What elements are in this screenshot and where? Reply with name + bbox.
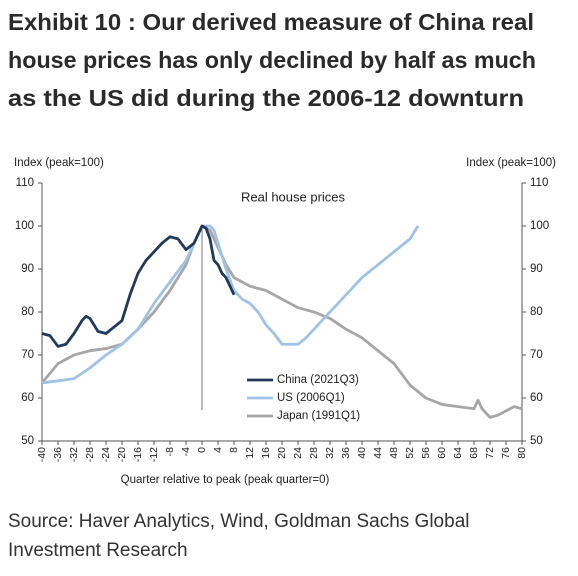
- annotation: Real house prices: [241, 189, 346, 204]
- legend-label: Japan (1991Q1): [277, 410, 360, 422]
- x-tick-label: 36: [340, 447, 352, 459]
- y-tick-label: 60: [21, 392, 34, 404]
- y2-tick-label: 60: [530, 392, 543, 404]
- x-tick-label: 52: [404, 447, 416, 459]
- x-tick-label: 28: [308, 447, 320, 459]
- x-tick-label: -20: [116, 447, 128, 462]
- x-tick-label: 0: [196, 447, 208, 453]
- chart-title: house prices has only declined by half a…: [8, 47, 536, 73]
- y-tick-label: 50: [21, 435, 34, 447]
- x-tick-label: 68: [468, 447, 480, 459]
- x-tick-label: 64: [452, 447, 464, 459]
- y-tick-label: 100: [15, 220, 34, 232]
- x-tick-label: 12: [244, 447, 256, 459]
- y2-tick-label: 50: [530, 435, 543, 447]
- y-tick-label: 70: [21, 349, 34, 361]
- y2-tick-label: 110: [530, 177, 548, 189]
- x-tick-label: 56: [420, 447, 432, 459]
- y-tick-label: 110: [16, 177, 34, 189]
- x-tick-label: -4: [180, 447, 192, 456]
- source: Source: Haver Analytics, Wind, Goldman S…: [8, 511, 469, 532]
- x-tick-label: -12: [148, 447, 160, 462]
- y2-tick-label: 80: [530, 306, 543, 318]
- x-tick-label: 80: [516, 447, 528, 459]
- x-tick-label: -8: [164, 447, 176, 456]
- chart-title: Exhibit 10 : Our derived measure of Chin…: [8, 9, 534, 35]
- x-tick-label: 20: [276, 447, 288, 459]
- x-tick-label: 24: [292, 447, 304, 459]
- y2-tick-label: 70: [530, 349, 543, 361]
- x-tick-label: -28: [84, 447, 96, 462]
- x-tick-label: 16: [260, 447, 272, 459]
- x-tick-label: 76: [500, 447, 512, 459]
- legend-label: US (2006Q1): [277, 392, 345, 404]
- x-tick-label: 32: [324, 447, 336, 459]
- x-tick-label: 8: [228, 447, 240, 453]
- y2-tick-label: 90: [530, 263, 543, 275]
- y-axis-label: Index (peak=100): [14, 157, 104, 169]
- series-line: [41, 224, 236, 348]
- y2-axis-label: Index (peak=100): [466, 157, 556, 169]
- x-tick-label: 40: [356, 447, 368, 459]
- x-tick-label: 4: [212, 447, 224, 453]
- y2-tick-label: 100: [530, 220, 549, 232]
- series-line: [40, 224, 523, 419]
- x-tick-label: -40: [36, 447, 48, 462]
- y-tick-label: 80: [21, 306, 34, 318]
- legend-label: China (2021Q3): [277, 374, 359, 386]
- x-tick-label: -36: [52, 447, 64, 462]
- x-axis-label: Quarter relative to peak (peak quarter=0…: [121, 474, 330, 486]
- series-line: [41, 224, 420, 385]
- x-tick-label: 60: [436, 447, 448, 459]
- x-tick-label: -24: [100, 447, 112, 462]
- x-tick-label: -16: [132, 447, 144, 462]
- x-tick-label: 44: [372, 447, 384, 459]
- source: Investment Research: [8, 540, 188, 561]
- y-tick-label: 90: [21, 263, 34, 275]
- x-tick-label: 48: [388, 447, 400, 459]
- chart-title: as the US did during the 2006-12 downtur…: [8, 85, 524, 111]
- x-tick-label: 72: [484, 447, 496, 459]
- x-tick-label: -32: [68, 447, 80, 462]
